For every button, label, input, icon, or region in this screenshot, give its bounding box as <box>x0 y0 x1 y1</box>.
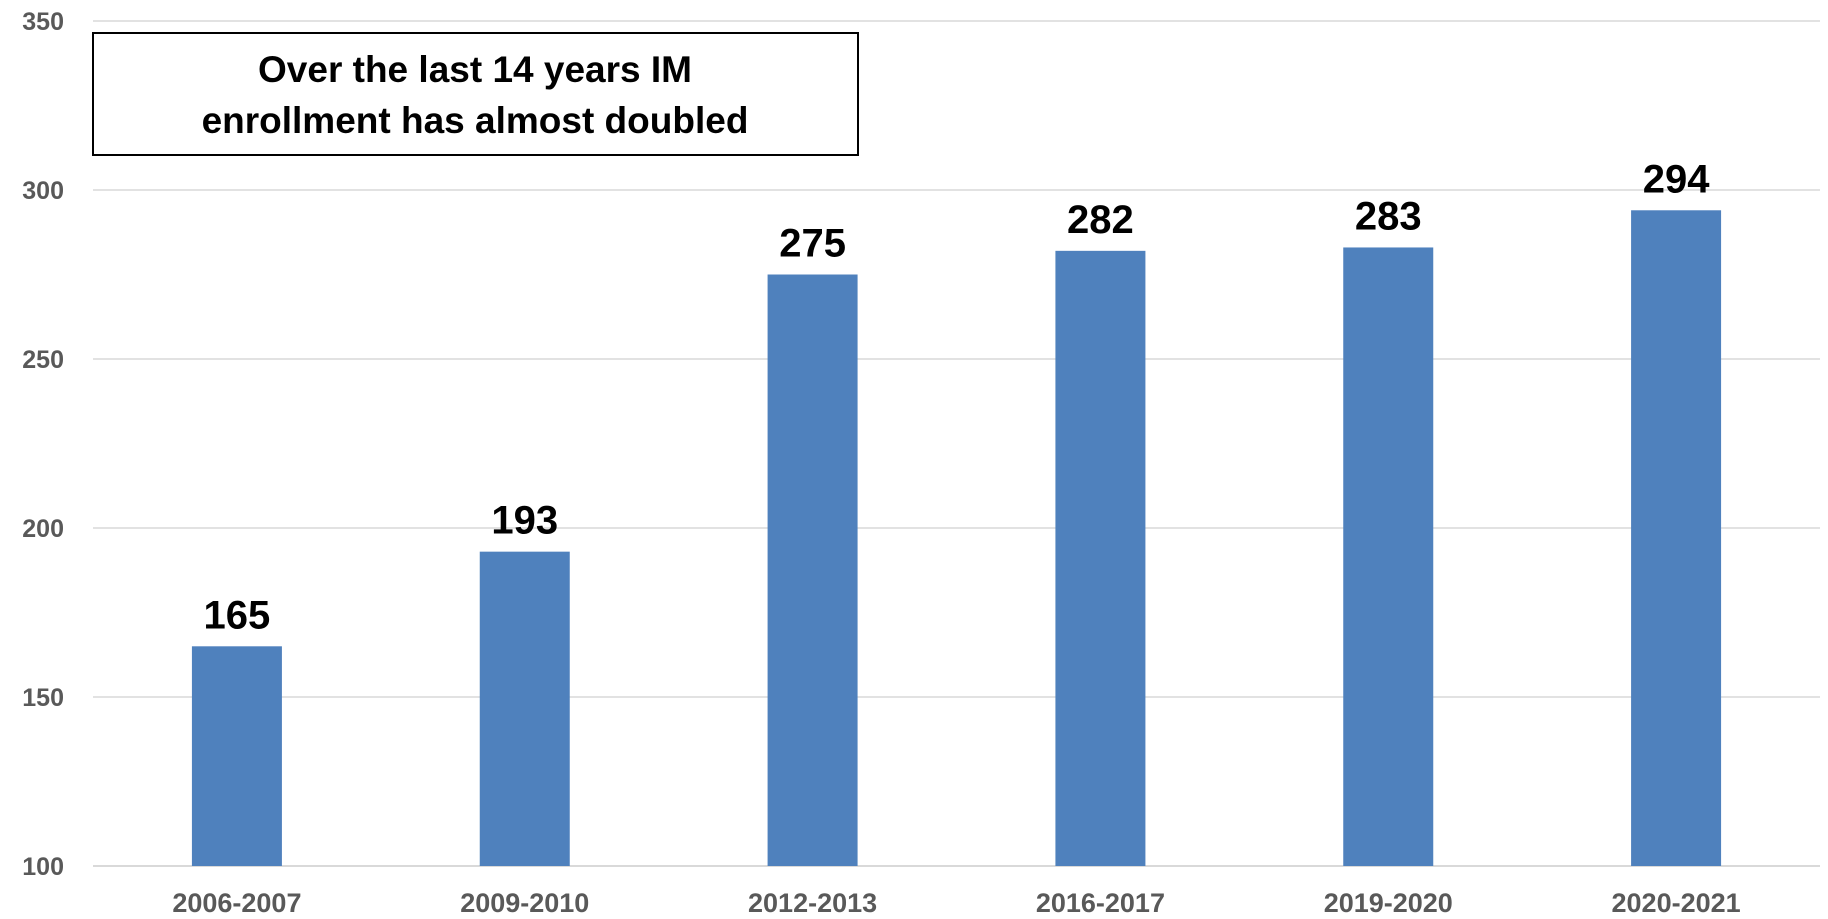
x-category-label: 2009-2010 <box>460 888 589 918</box>
annotation-line-2: enrollment has almost doubled <box>202 100 749 141</box>
y-tick-label: 150 <box>22 684 64 712</box>
x-category-label: 2020-2021 <box>1612 888 1741 918</box>
bar <box>1343 247 1434 866</box>
annotation-line-1: Over the last 14 years IM <box>258 49 692 90</box>
data-label: 282 <box>1067 198 1134 242</box>
y-tick-label: 250 <box>22 346 64 374</box>
bars <box>191 210 1722 867</box>
annotation-box: Over the last 14 years IM enrollment has… <box>92 32 859 156</box>
x-axis-category-labels: 2006-2007 2009-2010 2012-2013 2016-2017 2019… <box>172 888 1740 918</box>
y-tick-label: 350 <box>22 8 64 36</box>
bar <box>191 646 282 866</box>
data-label: 165 <box>204 593 271 637</box>
x-category-label: 2012-2013 <box>748 888 877 918</box>
x-category-label: 2016-2017 <box>1036 888 1165 918</box>
data-label: 275 <box>779 222 846 266</box>
x-category-label: 2019-2020 <box>1324 888 1453 918</box>
y-tick-label: 100 <box>22 853 64 881</box>
y-tick-label: 200 <box>22 515 64 543</box>
data-labels: 165 193 275 282 283 294 <box>204 157 1711 637</box>
data-label: 283 <box>1355 194 1422 238</box>
bar <box>767 274 858 866</box>
bar <box>479 551 570 866</box>
data-label: 294 <box>1643 157 1710 201</box>
annotation-frame <box>92 32 859 156</box>
gridlines <box>93 20 1820 867</box>
y-tick-label: 300 <box>22 177 64 205</box>
bar <box>1055 250 1146 867</box>
bar <box>1631 210 1722 866</box>
x-category-label: 2006-2007 <box>172 888 301 918</box>
y-axis-ticks: 100 150 200 250 300 350 <box>22 8 64 881</box>
data-label: 193 <box>491 499 558 543</box>
